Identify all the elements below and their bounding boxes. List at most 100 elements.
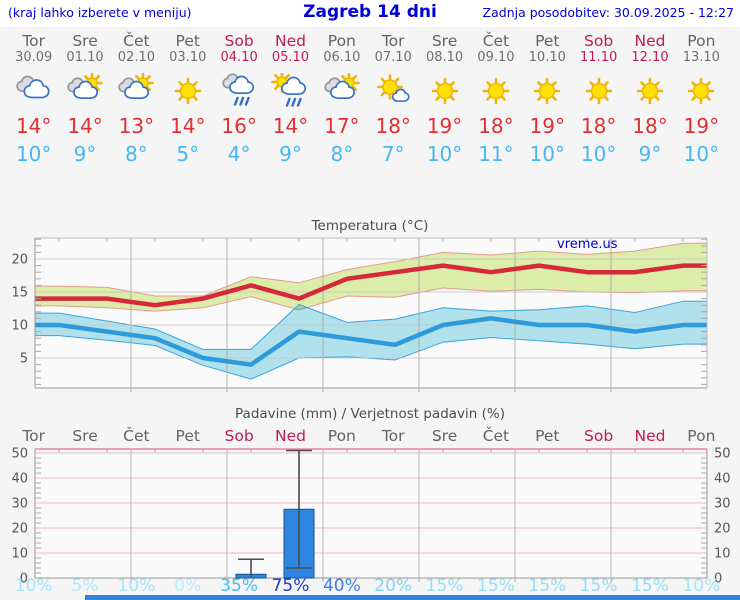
high-temp: 18° [478, 114, 514, 138]
high-temp: 14° [272, 114, 309, 138]
day-name[interactable]: Sre [72, 32, 98, 50]
precip-day-name: Čet [123, 427, 150, 445]
day-date[interactable]: 08.10 [425, 50, 464, 65]
sunny-icon [419, 73, 470, 111]
day-date[interactable]: 07.10 [374, 50, 412, 65]
svg-text:10: 10 [11, 547, 28, 562]
svg-text:20: 20 [11, 522, 28, 537]
precip-probability: 15% [425, 576, 464, 596]
day-date[interactable]: 01.10 [66, 50, 104, 65]
last-update-text: Zadnja posodobitev: 30.09.2025 - 12:27 [482, 5, 734, 20]
day-date[interactable]: 04.10 [220, 50, 258, 65]
low-temp: 8° [125, 142, 148, 166]
day-name-row: Tor Sre Čet Pet Sob Ned Pon Tor Sre Čet Pet Sob Ned P… [8, 33, 727, 50]
low-temp: 8° [330, 142, 354, 166]
day-name[interactable]: Čet [123, 32, 150, 50]
high-temp-row: 14° 14° 13° 14° 16° 14° 17° 18° 19° 18° 19° 18° 18° 1… [8, 113, 727, 139]
high-temp: 17° [324, 114, 360, 138]
day-name[interactable]: Čet [482, 32, 510, 50]
low-temp: 10° [15, 142, 52, 166]
precip-day-name: Sob [224, 427, 254, 445]
day-date[interactable]: 05.10 [271, 50, 310, 65]
low-temp: 10° [580, 142, 617, 166]
precip-day-name: Ned [634, 427, 666, 445]
svg-text:15: 15 [11, 286, 28, 301]
day-name[interactable]: Pon [327, 32, 356, 50]
precip-probability: 15% [579, 576, 618, 596]
sunny-icon [624, 73, 675, 111]
high-temp: 18° [580, 114, 617, 138]
day-name[interactable]: Sre [431, 32, 458, 50]
precip-day-name: Pon [687, 427, 716, 445]
precip-probability: 10% [117, 576, 156, 596]
precip-day-row: Tor Sre Čet Pet Sob Ned Pon Tor Sre Čet Pet Sob Ned P… [8, 427, 727, 445]
partly-icon [111, 72, 162, 111]
precip-probability: 35% [220, 576, 259, 596]
precip-day-name: Tor [22, 427, 46, 445]
partly-icon [59, 72, 110, 111]
temp-chart-title: Temperatura (°C) [311, 218, 429, 234]
high-temp: 19° [426, 114, 463, 138]
low-temp: 9° [73, 142, 97, 166]
day-name[interactable]: Ned [634, 32, 666, 50]
precip-day-name: Pet [535, 427, 560, 445]
high-temp: 14° [67, 114, 103, 138]
day-date[interactable]: 30.09 [15, 50, 53, 65]
day-date[interactable]: 10.10 [528, 50, 566, 65]
day-date[interactable]: 12.10 [631, 50, 669, 65]
precip-probability: 15% [631, 576, 669, 596]
day-date[interactable]: 09.10 [477, 50, 515, 65]
precip-probability: 15% [528, 576, 567, 596]
day-name[interactable]: Tor [22, 32, 46, 50]
high-temp: 18° [375, 114, 411, 138]
sunny-icon [522, 73, 573, 111]
sun-rain-icon [265, 71, 316, 111]
rain-icon [213, 73, 264, 111]
high-temp: 14° [170, 114, 206, 138]
low-temp: 10° [683, 142, 720, 166]
bottom-bar [85, 595, 740, 600]
page-title: Zagreb 14 dni [303, 2, 437, 22]
precip-day-name: Čet [482, 427, 510, 445]
svg-text:10: 10 [714, 547, 731, 562]
precip-probability: 5% [71, 576, 99, 596]
low-temp: 5° [176, 142, 200, 166]
precip-probability: 10% [682, 576, 721, 596]
precip-probability: 20% [374, 576, 413, 596]
day-name[interactable]: Ned [274, 32, 306, 50]
day-date[interactable]: 11.10 [580, 50, 618, 65]
precip-day-name: Sre [431, 427, 458, 445]
high-temp: 18° [632, 114, 668, 138]
svg-text:50: 50 [714, 447, 731, 462]
day-date-row: 30.09 01.10 02.10 03.10 04.10 05.10 06.10 07.10… [8, 50, 727, 65]
precip-probability: 40% [322, 576, 361, 596]
svg-text:30: 30 [714, 497, 731, 512]
day-date[interactable]: 02.10 [117, 50, 155, 65]
day-name[interactable]: Pet [535, 32, 560, 50]
low-temp: 4° [227, 142, 251, 166]
precip-day-name: Ned [274, 427, 306, 445]
sunny-icon [470, 73, 521, 111]
svg-text:5: 5 [20, 352, 28, 367]
day-date[interactable]: 03.10 [169, 50, 207, 65]
day-name[interactable]: Sob [224, 32, 254, 50]
temperature-chart: 5 10 15 20 [11, 237, 708, 392]
day-date[interactable]: 13.10 [682, 50, 720, 65]
low-temp: 9° [638, 142, 662, 166]
precip-probability: 10% [14, 576, 53, 596]
low-temp: 10° [529, 142, 565, 166]
precip-day-name: Pon [327, 427, 356, 445]
precip-probability: 75% [271, 576, 310, 596]
precip-day-name: Sre [72, 427, 98, 445]
precip-day-name: Tor [381, 427, 405, 445]
day-name[interactable]: Pon [687, 32, 716, 50]
day-name[interactable]: Pet [175, 32, 200, 50]
day-name[interactable]: Tor [381, 32, 405, 50]
high-temp: 19° [683, 114, 720, 138]
partly-icon [316, 72, 367, 111]
day-date[interactable]: 06.10 [323, 50, 361, 65]
sunny-icon [676, 73, 727, 111]
day-name[interactable]: Sob [584, 32, 614, 50]
high-temp: 14° [15, 114, 52, 138]
